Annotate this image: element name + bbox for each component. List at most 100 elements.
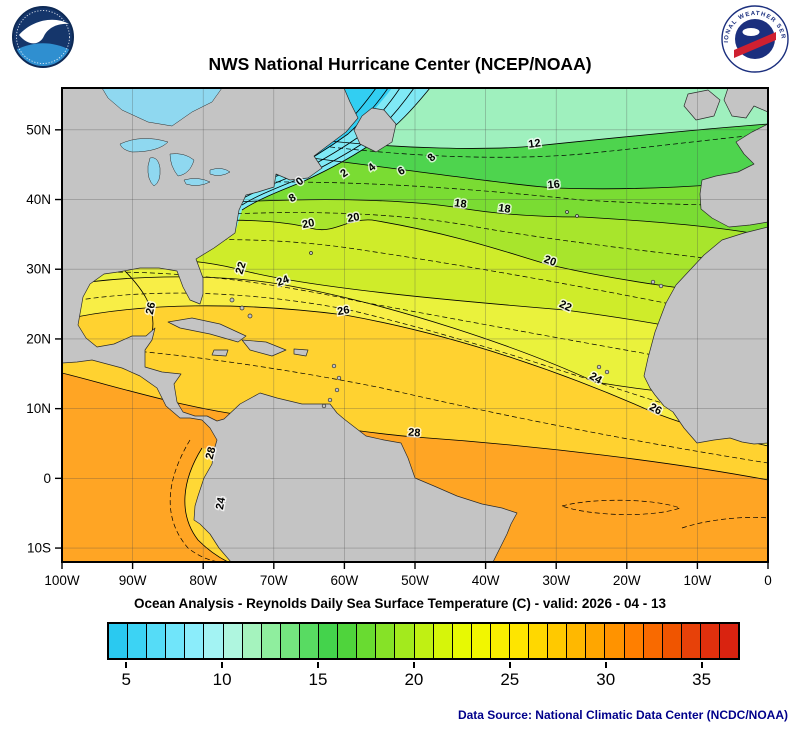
colorbar-cell (643, 624, 663, 658)
lake-ontario (209, 168, 231, 176)
colorbar-cell (548, 624, 568, 658)
colorbar-cell (204, 624, 224, 658)
colorbar-cell (433, 624, 453, 658)
colorbar-tick-label: 30 (596, 670, 616, 689)
contour-label: 18 (454, 197, 468, 211)
y-axis-tick-label: 40N (26, 192, 51, 207)
colorbar-cell (357, 624, 377, 658)
colorbar-tick (221, 662, 224, 668)
colorbar-cell (567, 624, 587, 658)
nws-red-band (734, 32, 776, 58)
colorbar-tick-label: 20 (404, 670, 424, 689)
colorbar-tick-label: 35 (692, 670, 712, 689)
colorbar-cell (490, 624, 510, 658)
colorbar-tick-label: 25 (500, 670, 520, 689)
x-axis-tick-label: 50W (401, 573, 429, 588)
colorbar-tick (508, 662, 511, 668)
colorbar-wrap: 5 10 15 20 25 30 35 (107, 622, 740, 706)
contour-label: 20 (346, 211, 360, 225)
colorbar-cell (299, 624, 320, 658)
y-axis-tick-label: 10S (27, 541, 51, 556)
colorbar-cell (338, 624, 358, 658)
colorbar-cell (471, 624, 491, 658)
contour-label: 26 (336, 304, 350, 318)
y-axis-tick-label: 0 (43, 471, 51, 486)
x-axis-tick-label: 70W (260, 573, 288, 588)
isotherm-6 (241, 88, 415, 206)
isotherm-12 (301, 123, 768, 149)
colorbar-cell (529, 624, 549, 658)
isotherm-pocket-dashed-2 (560, 499, 682, 515)
noaa-logo-icon (12, 6, 74, 68)
americas-landmass (62, 88, 518, 562)
hispaniola-island (241, 339, 287, 357)
contour-label: 20 (301, 217, 315, 231)
colorbar-cell (681, 624, 701, 658)
x-axis-tick-label: 80W (189, 573, 217, 588)
isotherm-28 (62, 372, 768, 481)
nws-cloud-icon (742, 28, 760, 36)
africa-landmass (643, 226, 768, 445)
colorbar-tick (412, 662, 415, 668)
y-axis-tick-label: 20N (26, 331, 51, 346)
colorbar-cell (242, 624, 262, 658)
colorbar-cell (509, 624, 530, 658)
latlon-grid (62, 88, 768, 562)
isotherm-23-dashed (62, 271, 768, 376)
cuba-island (167, 317, 247, 343)
isotherm-26-peru-dashed (169, 439, 221, 562)
x-axis-tick-label: 0 (764, 573, 772, 588)
colorbar-cell (128, 624, 148, 658)
x-axis-tick-label: 30W (542, 573, 570, 588)
y-axis-tick-label: 10N (26, 401, 51, 416)
noaa-seal-rim (12, 6, 74, 68)
colorbar-cell (624, 624, 644, 658)
lake-erie (183, 178, 211, 186)
noaa-seal-sea (16, 43, 70, 67)
newfoundland-island (353, 107, 397, 153)
lake-superior (119, 138, 169, 153)
contour-label: 24 (214, 496, 228, 511)
colorbar-cell (166, 624, 186, 658)
land-layer (62, 88, 768, 562)
x-axis-tick-label: 20W (613, 573, 641, 588)
colorbar-tick-label: 5 (121, 670, 131, 689)
lake-michigan (147, 157, 161, 187)
contour-label: 26 (144, 301, 158, 315)
axis-layer: 100W 90W 80W 70W 60W 50W 40W 30W 20W 10W 0 50N 40N 30… (26, 122, 772, 588)
colorbar-cell (700, 624, 720, 658)
colorbar-cell (280, 624, 300, 658)
x-axis-tick-label: 40W (472, 573, 500, 588)
colorbar-cell (395, 624, 415, 658)
colorbar-cell (261, 624, 281, 658)
colorbar-cell (452, 624, 472, 658)
colorbar-tick-label: 10 (212, 670, 232, 689)
colorbar-cell (605, 624, 625, 658)
contour-label: 16 (547, 179, 560, 192)
contour-label: 18 (498, 202, 512, 216)
isotherm-14-dashed (321, 133, 768, 158)
noaa-seagull-icon (19, 19, 69, 44)
lesser-antilles-islands (321, 363, 342, 409)
bahamas-islands (229, 297, 253, 319)
colorbar-cell (185, 624, 205, 658)
colorbar-cell (586, 624, 606, 658)
colorbar-tick (125, 662, 128, 668)
colorbar-tick (317, 662, 319, 668)
colorbar-cell (109, 624, 129, 658)
lake-huron (169, 153, 195, 177)
nws-logo-icon: NATIONAL WEATHER SERVICE (721, 5, 789, 73)
puerto-rico-island (293, 348, 309, 357)
map-subtitle: Ocean Analysis - Reynolds Daily Sea Surf… (134, 596, 666, 611)
colorbar-cell (319, 624, 339, 658)
contour-label: 28 (408, 427, 421, 440)
band-8-12 (302, 88, 768, 149)
y-axis-tick-label: 50N (26, 122, 51, 137)
x-axis-tick-label: 100W (44, 573, 80, 588)
band-coldest (239, 88, 392, 210)
contour-label: 12 (528, 137, 542, 151)
jamaica-island (211, 349, 229, 357)
colorbar-cell (376, 624, 396, 658)
isotherm-24-peru (184, 447, 229, 562)
